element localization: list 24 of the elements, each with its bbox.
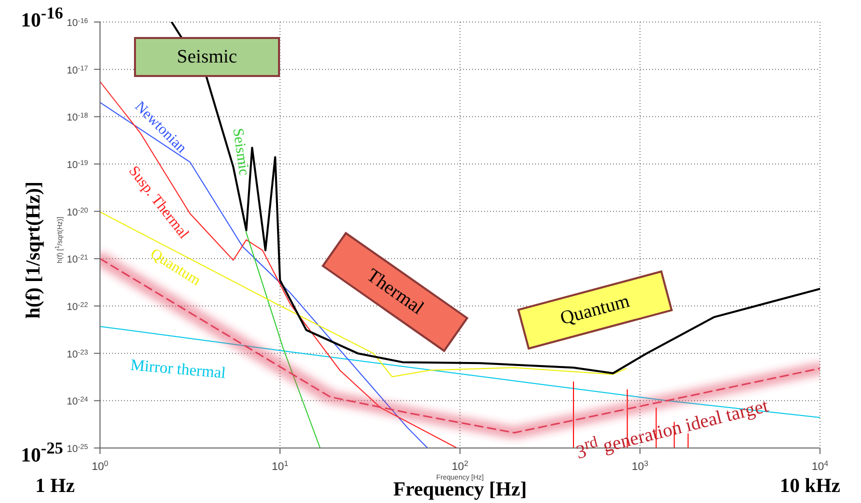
series-label: Mirror thermal bbox=[130, 356, 226, 384]
y-tick-label: 10$^{-18}$ bbox=[66, 112, 88, 124]
x-tick-label: 10$^{3}$ bbox=[632, 458, 648, 473]
text: 10 kHz bbox=[780, 475, 840, 497]
y-tick-label: 10$^{-20}$ bbox=[66, 206, 88, 218]
y-tick-label: 10$^{-25}$ bbox=[66, 444, 88, 455]
y-tick-label: 10$^{-22}$ bbox=[66, 302, 88, 313]
x-tick-label: 10$^{4}$ bbox=[812, 458, 829, 473]
y-tick-label: 10$^{-17}$ bbox=[66, 64, 88, 76]
text: Seismic bbox=[228, 127, 252, 177]
text: 10$^{-16}$ bbox=[20, 4, 64, 32]
annotation: Seismic bbox=[176, 46, 238, 68]
y-tick-label: 10$^{-23}$ bbox=[66, 348, 88, 360]
y-tick-label: 10$^{-24}$ bbox=[66, 396, 88, 408]
x-tick-label: 10$^{1}$ bbox=[272, 458, 288, 473]
y-tick-label: 10$^{-21}$ bbox=[66, 254, 88, 266]
x-tick-label: 10$^{0}$ bbox=[92, 458, 108, 473]
y-tick-label: 10$^{-16}$ bbox=[66, 18, 88, 29]
text: 1 Hz bbox=[35, 475, 75, 497]
annotation: Quantum bbox=[558, 290, 632, 330]
y-tick-label: 10$^{-19}$ bbox=[66, 160, 88, 171]
x-tick-label: 10$^{2}$ bbox=[452, 458, 468, 473]
y-axis-title: h(f) [1/sqrt(Hz)] bbox=[22, 181, 46, 319]
text: 10$^{-25}$ bbox=[20, 438, 64, 466]
